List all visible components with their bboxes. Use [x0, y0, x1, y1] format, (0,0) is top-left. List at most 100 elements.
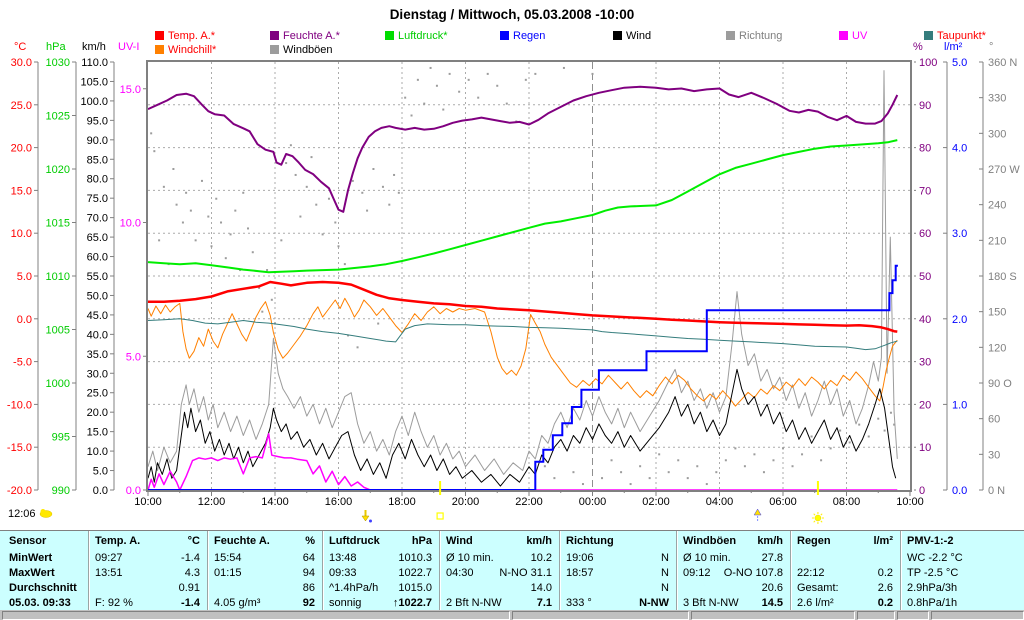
page-title: Dienstag / Mittwoch, 05.03.2008 -10:00 — [389, 7, 635, 22]
table-header-cell: PMV-1:-2 — [900, 535, 1022, 549]
cell-value: 0.2 — [877, 567, 893, 579]
table-row-label: 05.03. 09:33 — [2, 597, 88, 611]
cell-value: 7.1 — [536, 597, 552, 609]
temp-swatch-icon — [155, 31, 164, 40]
weather-chart: °C 30.0 25.0 20.0 15.0 10.0 5.0 0.0 -5.0 -10.0 -15… — [7, 41, 1020, 524]
cell-time: Ø 10 min. — [683, 552, 731, 564]
wind-direction-dot — [181, 221, 184, 224]
table-row-label: MinWert — [2, 552, 88, 566]
y-axis-tick-label: 270 W — [988, 164, 1020, 176]
wind-direction-dot — [496, 84, 499, 87]
y-axis-tick-label: 70 — [919, 185, 931, 197]
cell-time: 333 ° — [566, 597, 592, 609]
table-cell: TP -2.5 °C — [900, 567, 1022, 581]
table-cell: F: 92 % -1.4 — [88, 597, 207, 611]
table-header-cell: Wind km/h — [439, 535, 559, 549]
column-divider — [88, 531, 89, 611]
cell-value: 14.5 — [761, 597, 783, 609]
y-axis-tick-label: 15.0 — [87, 427, 108, 439]
legend-item-luftdruck: Luftdruck* — [385, 30, 448, 42]
y-axis-tick-label: 0.0 — [126, 485, 141, 497]
series-windchill — [147, 297, 898, 407]
sun-icon — [813, 513, 816, 516]
wind-direction-dot — [889, 411, 892, 414]
wind-swatch-icon — [613, 31, 622, 40]
y-axis-tick-label: 15.0 — [11, 185, 32, 197]
y-axis-tick-label: 1030 — [46, 57, 70, 69]
legend-label: Windböen — [283, 43, 333, 56]
cell-time: 09:12 — [683, 567, 711, 579]
cell-value: 1015.0 — [398, 582, 432, 594]
x-axis-tick-label: 14:00 — [261, 496, 289, 508]
wind-direction-dot — [553, 477, 556, 480]
row-label: MinWert — [9, 552, 53, 564]
y-axis-tick-label: 15.0 — [120, 84, 141, 96]
wind-direction-dot — [189, 209, 192, 212]
series-uv — [147, 433, 898, 491]
table-cell: 13:48 1010.3 — [322, 552, 439, 566]
cell-value: 14.0 — [530, 582, 552, 594]
x-axis-tick-label: 16:00 — [325, 496, 353, 508]
column-header: Temp. A. — [95, 535, 141, 547]
column-divider — [207, 531, 208, 611]
wind-direction-dot — [867, 435, 870, 438]
y-axis-tick-label: 90 O — [988, 378, 1012, 390]
cell-value: 1022.7 — [398, 567, 432, 579]
wind-direction-dot — [247, 227, 250, 230]
axis-pct-header: % — [913, 41, 923, 53]
wind-direction-dot — [715, 471, 718, 474]
wind-direction-dot — [153, 150, 156, 153]
wind-direction-dot — [334, 221, 337, 224]
moon-icon — [368, 519, 372, 523]
wind-direction-dot — [258, 286, 261, 289]
y-axis-tick-label: 60 — [988, 414, 1000, 426]
wind-direction-dot — [620, 471, 623, 474]
cell-time: 09:33 — [329, 567, 357, 579]
wind-direction-dot — [877, 417, 880, 420]
wind-direction-dot — [210, 245, 213, 248]
wind-direction-dot — [194, 239, 197, 242]
table-cell: 3 Bft N-NW 14.5 — [676, 597, 790, 611]
cell-value: -1.4 — [181, 552, 200, 564]
table-cell: 86 — [207, 582, 322, 596]
wind-direction-dot — [397, 191, 400, 194]
y-axis-tick-label: -15.0 — [7, 442, 32, 454]
cell-time: 4.05 g/m³ — [214, 597, 261, 609]
y-axis-tick-label: 75.0 — [87, 193, 108, 205]
wind-direction-dot — [321, 233, 324, 236]
legend-label: Wind — [626, 29, 652, 42]
y-axis-tick-label: 995 — [52, 432, 70, 444]
row-label: Sensor — [9, 535, 47, 547]
axis-deg-header: ° — [989, 41, 993, 53]
y-axis-tick-label: 120 — [988, 342, 1006, 354]
x-axis-tick-label: 18:00 — [388, 496, 416, 508]
y-axis-tick-label: 90.0 — [87, 135, 108, 147]
y-axis-tick-label: 0 N — [988, 485, 1005, 497]
table-cell: WC -2.2 °C — [900, 552, 1022, 566]
y-axis-tick-label: 1015 — [46, 218, 70, 230]
y-axis-tick-label: 80 — [919, 143, 931, 155]
y-axis-tick-label: 0 — [919, 485, 925, 497]
y-axis-tick-label: 1025 — [46, 111, 70, 123]
axis-lm2-header: l/m² — [944, 41, 963, 53]
column-divider — [790, 531, 791, 611]
status-bar-segment — [691, 611, 855, 620]
wind-direction-dot — [299, 215, 302, 218]
wind-direction-dot — [266, 269, 269, 272]
x-axis-tick-label: 02:00 — [642, 496, 670, 508]
table-cell: 09:33 1022.7 — [322, 567, 439, 581]
y-axis-tick-label: 80.0 — [87, 174, 108, 186]
x-axis-tick-label: 22:00 — [515, 496, 543, 508]
series-regen — [148, 264, 898, 491]
sunrise-tick-icon — [816, 481, 819, 495]
y-axis-tick-label: 1020 — [46, 164, 70, 176]
wind-direction-dot — [677, 459, 680, 462]
wind-direction-dot — [829, 447, 832, 450]
wind-direction-dot — [200, 179, 203, 182]
series-windb-en — [147, 70, 898, 475]
y-axis-tick-label: 240 — [988, 200, 1006, 212]
windboeen-swatch-icon — [270, 45, 279, 54]
cell-value: N — [661, 582, 669, 594]
legend-label: Richtung — [739, 29, 783, 42]
y-axis-tick-label: 20.0 — [87, 407, 108, 419]
